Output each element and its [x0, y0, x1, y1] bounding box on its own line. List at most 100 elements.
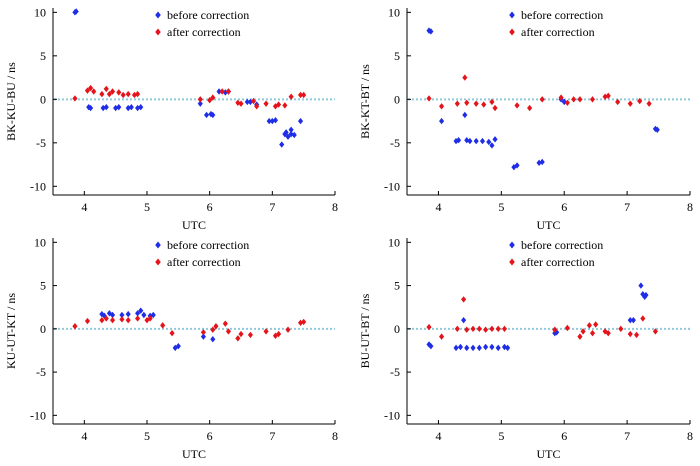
before-correction-point [266, 117, 272, 125]
x-tick-label: 7 [624, 200, 630, 214]
before-correction-point [489, 343, 495, 351]
before-correction-point [291, 131, 297, 139]
after-correction-point [131, 91, 138, 99]
y-axis-title: BK-KU-BU / ns [4, 62, 18, 141]
after-correction-point [571, 96, 577, 103]
legend-after-marker [509, 258, 515, 266]
after-correction-point [481, 101, 487, 108]
before-correction-point [643, 291, 649, 299]
legend-after-marker [509, 28, 515, 36]
after-correction-point [589, 96, 596, 103]
after-correction-point [263, 328, 269, 335]
y-tick-label: -10 [384, 179, 400, 193]
x-axis-title: UTC [537, 218, 561, 232]
legend-before-label: before correction [167, 8, 249, 22]
x-tick-label: 6 [207, 200, 213, 214]
before-correction-point [128, 103, 134, 111]
y-tick-label: -5 [36, 136, 46, 150]
after-correction-point [495, 325, 501, 333]
before-correction-point [135, 310, 141, 317]
after-correction-point [72, 95, 78, 102]
after-correction-point [464, 99, 470, 107]
x-axis-title: UTC [182, 218, 206, 232]
before-correction-point [113, 104, 119, 112]
before-correction-point [476, 344, 482, 352]
after-correction-point [605, 92, 611, 100]
after-correction-point [470, 325, 476, 333]
chart-panel-2: 4 5 6 7 8 10 5 0 -5 -10 UTC BK-KT-BT / ns before cor… [358, 5, 693, 232]
after-correction-point [285, 326, 291, 333]
before-correction-point [73, 8, 79, 15]
before-correction-point [138, 103, 144, 111]
before-correction-point [428, 342, 434, 350]
after-correction-point [125, 90, 131, 98]
y-tick-label: 0 [40, 92, 46, 106]
after-correction-point [235, 335, 241, 342]
after-correction-point [605, 329, 611, 337]
y-tick-label: 0 [394, 322, 400, 336]
before-correction-point [464, 344, 470, 352]
after-correction-point [577, 96, 583, 103]
before-correction-point [244, 98, 250, 106]
y-tick-label: 10 [388, 235, 400, 249]
before-correction-point [461, 316, 467, 324]
legend-before-label: before correction [521, 238, 603, 252]
after-correction-point [586, 322, 592, 329]
after-correction-point [84, 317, 91, 325]
after-correction-point [263, 100, 269, 107]
before-correction-point [536, 159, 542, 167]
after-correction-point [169, 329, 175, 337]
after-correction-point [288, 93, 294, 100]
legend-before-marker [155, 241, 161, 249]
before-correction-point [630, 316, 636, 324]
y-tick-label: 10 [34, 5, 46, 19]
after-correction-point [301, 91, 307, 99]
before-correction-point [88, 104, 94, 112]
after-correction-point [593, 321, 599, 328]
after-correction-point [238, 330, 244, 338]
before-correction-point [269, 117, 275, 125]
chart-panel-4: 4 5 6 7 8 10 5 0 -5 -10 UTC BU-UT-BT / ns before cor… [358, 235, 693, 461]
after-correction-point [552, 326, 558, 333]
after-correction-point [439, 103, 445, 110]
after-correction-point [254, 103, 260, 110]
after-correction-point [640, 315, 646, 322]
x-tick-label: 6 [561, 429, 567, 443]
after-correction-point [103, 85, 109, 93]
before-correction-point [426, 27, 432, 34]
after-correction-point [564, 324, 570, 332]
after-correction-point [618, 325, 624, 333]
before-correction-point [462, 111, 468, 119]
after-correction-point [197, 96, 203, 103]
before-correction-point [272, 117, 279, 124]
before-correction-point [514, 162, 520, 169]
y-tick-label: 10 [34, 235, 46, 249]
before-correction-point [208, 110, 214, 118]
after-correction-point [225, 328, 232, 335]
after-correction-point [225, 88, 232, 95]
before-correction-point [285, 133, 291, 140]
legend-after-label: after correction [521, 25, 595, 39]
chart-panel-1: 4 5 6 7 8 10 5 0 -5 -10 UTC BK-KU-BU / ns before cor… [4, 5, 338, 232]
after-correction-point [615, 98, 621, 106]
after-correction-point [464, 326, 470, 333]
after-correction-point [577, 333, 583, 340]
before-correction-point [103, 103, 109, 111]
after-correction-point [426, 323, 432, 331]
before-correction-point [473, 137, 479, 145]
after-correction-point [213, 323, 219, 330]
before-correction-point [197, 100, 203, 107]
after-correction-point [210, 94, 216, 101]
after-correction-point [426, 95, 432, 102]
after-correction-point [272, 103, 279, 110]
before-correction-point [457, 343, 464, 351]
after-correction-point [235, 99, 241, 107]
after-correction-point [627, 100, 633, 107]
after-correction-point [276, 330, 282, 338]
before-correction-point [505, 344, 511, 352]
after-correction-point [219, 88, 225, 95]
after-correction-point [276, 101, 282, 108]
before-correction-point [100, 104, 106, 112]
after-correction-point [461, 296, 467, 303]
after-correction-point [207, 96, 213, 104]
